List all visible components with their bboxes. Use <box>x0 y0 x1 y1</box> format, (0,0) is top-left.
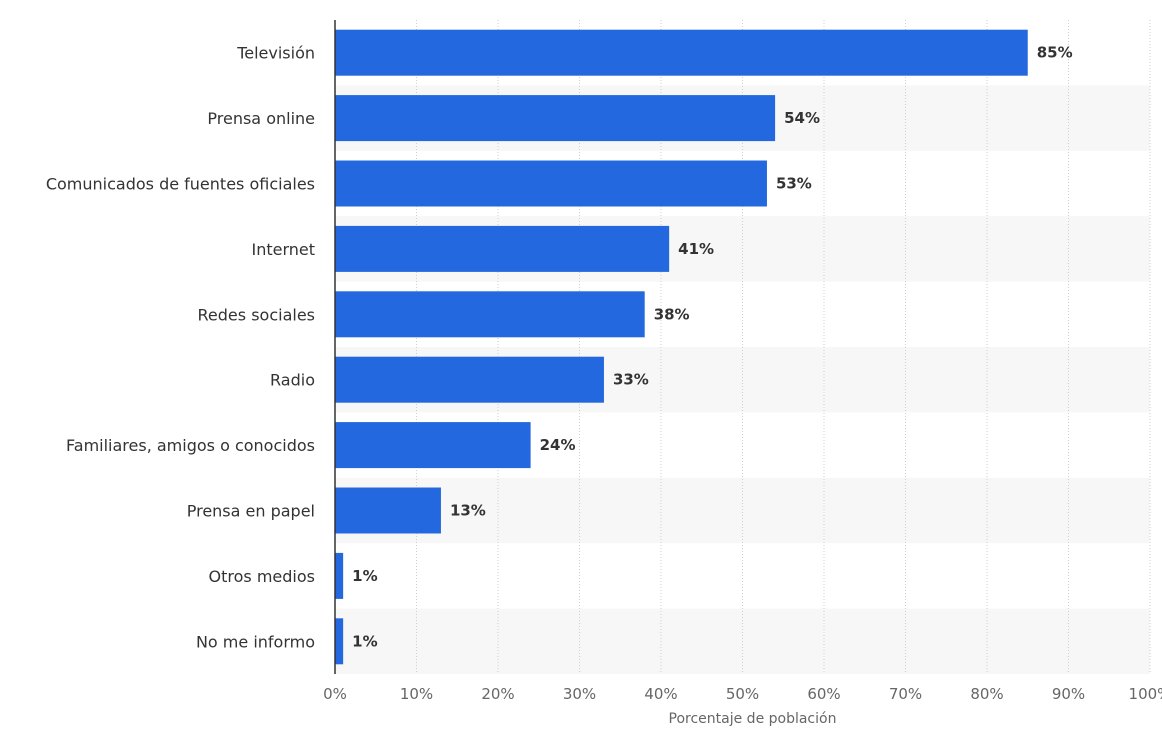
x-tick-label: 100% <box>1129 685 1162 703</box>
category-label: Prensa en papel <box>187 502 315 521</box>
category-label: Redes sociales <box>198 305 315 324</box>
bar <box>335 29 1028 76</box>
category-label: Radio <box>270 371 315 390</box>
category-labels: Televisión Prensa online Comunicados de fu… <box>46 44 315 652</box>
bar <box>335 291 645 338</box>
bar <box>335 552 344 599</box>
value-label: 1% <box>352 632 377 650</box>
value-label: 41% <box>678 240 714 258</box>
x-tick-label: 20% <box>481 685 514 703</box>
value-label: 13% <box>450 502 486 520</box>
category-label: Comunicados de fuentes oficiales <box>46 175 315 194</box>
category-label: Prensa online <box>207 109 315 128</box>
x-tick-label: 30% <box>563 685 596 703</box>
category-label: No me informo <box>196 632 315 651</box>
x-tick-label: 80% <box>970 685 1003 703</box>
bar <box>335 356 604 403</box>
value-labels: 85% 54% 53% 41% 38% 33% 24% 13% 1% 1% <box>352 44 1073 651</box>
category-label: Familiares, amigos o conocidos <box>66 436 315 455</box>
x-tick-labels: 0% 10% 20% 30% 40% 50% 60% 70% 80% 90% 100% <box>323 685 1162 703</box>
x-tick-label: 70% <box>889 685 922 703</box>
value-label: 53% <box>776 175 812 193</box>
x-tick-label: 60% <box>807 685 840 703</box>
x-axis-title: Porcentaje de población <box>669 711 837 727</box>
category-label: Televisión <box>236 44 315 63</box>
x-tick-label: 10% <box>400 685 433 703</box>
bar <box>335 487 441 534</box>
category-label: Internet <box>251 240 315 259</box>
value-label: 24% <box>540 436 576 454</box>
value-label: 85% <box>1037 44 1073 62</box>
value-label: 54% <box>784 109 820 127</box>
x-tick-label: 90% <box>1052 685 1085 703</box>
bar <box>335 422 531 469</box>
x-tick-label: 40% <box>644 685 677 703</box>
value-label: 33% <box>613 371 649 389</box>
x-tick-label: 0% <box>323 685 347 703</box>
bar <box>335 160 767 207</box>
category-label: Otros medios <box>209 567 315 586</box>
bar <box>335 225 670 272</box>
value-label: 38% <box>654 305 690 323</box>
bar <box>335 95 776 142</box>
bars <box>335 29 1028 665</box>
value-label: 1% <box>352 567 377 585</box>
x-tick-label: 50% <box>726 685 759 703</box>
bar <box>335 618 344 665</box>
